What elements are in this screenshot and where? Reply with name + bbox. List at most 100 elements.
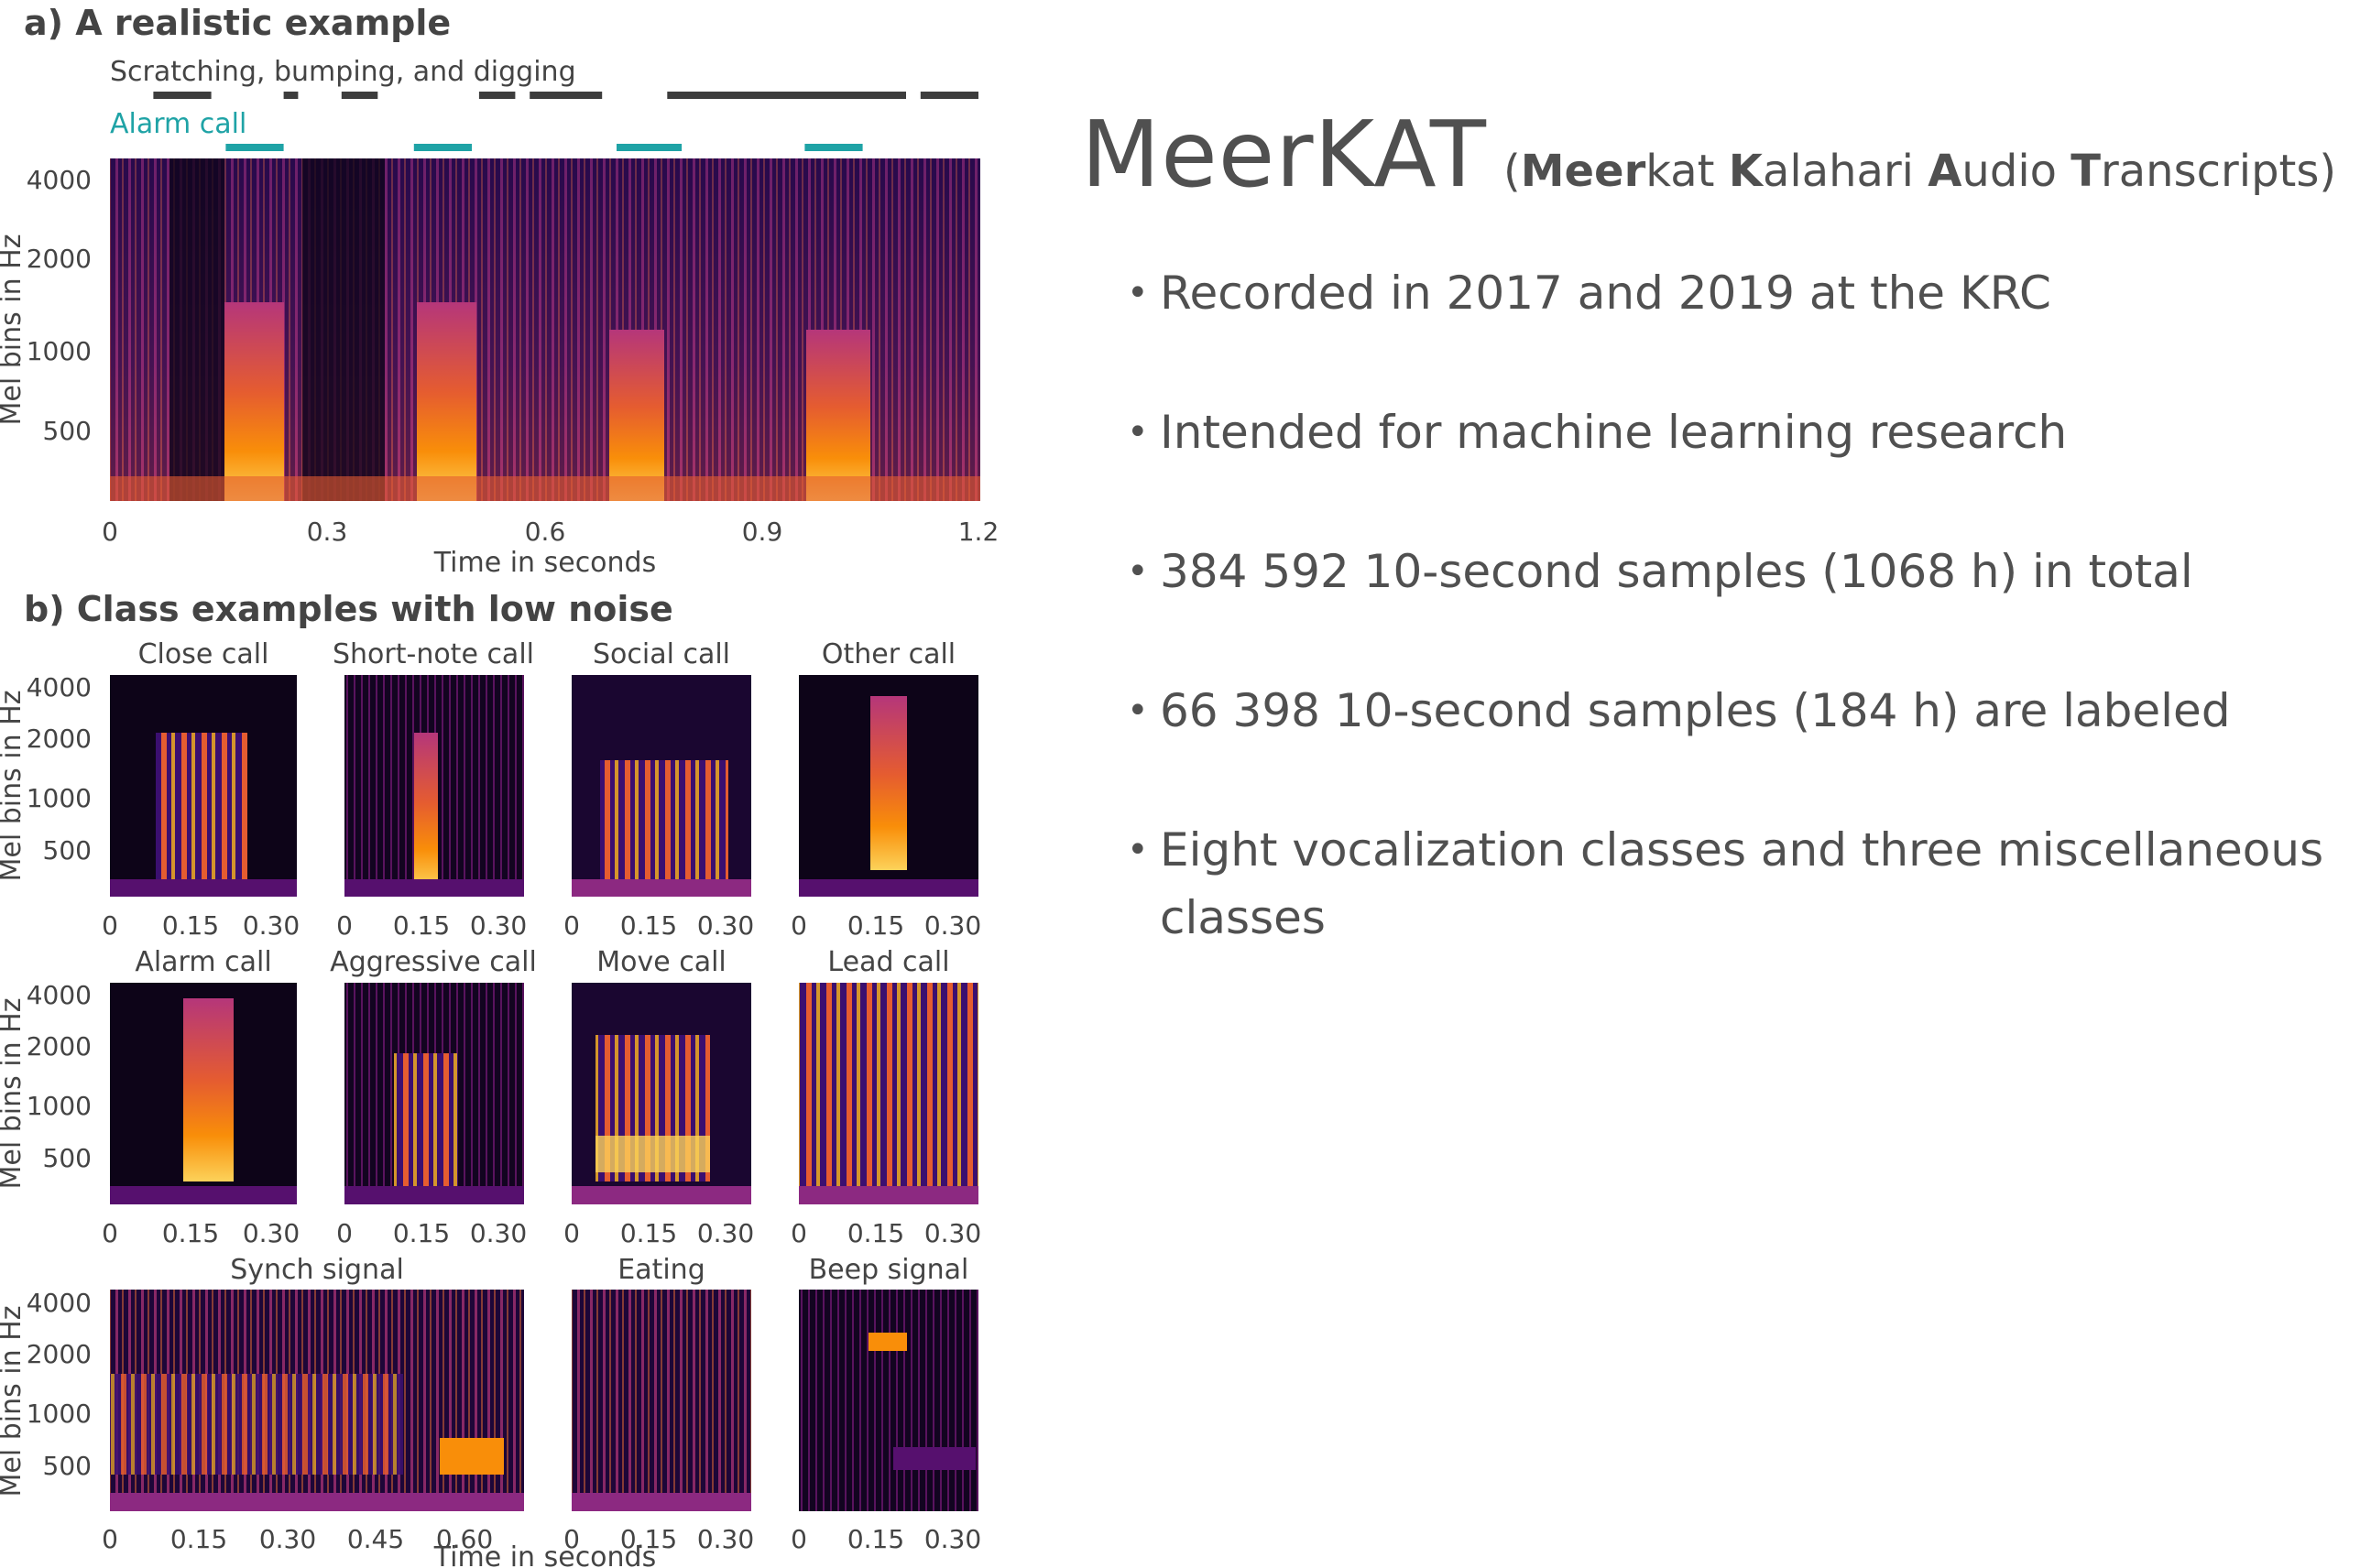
x-tick: 0.30	[470, 1218, 527, 1248]
x-tick: 0.30	[470, 910, 527, 941]
dataset-title: MeerKAT (Meerkat Kalahari Audio Transcrip…	[1081, 101, 2345, 208]
y-axis-label-row-1: Mel bins in Hz	[0, 691, 27, 882]
x-tick: 0	[563, 1524, 580, 1554]
annotation-segment	[920, 92, 978, 99]
subplot-title: Other call	[822, 638, 956, 670]
x-tick: 0.30	[924, 910, 981, 941]
bullet-list: Recorded in 2017 and 2019 at the KRC Int…	[1081, 259, 2345, 952]
bullet-item: Intended for machine learning research	[1127, 398, 2351, 466]
dataset-name: MeerKAT	[1081, 101, 1487, 208]
subplot-title: Beep signal	[809, 1254, 969, 1286]
spectrogram-close-call	[110, 675, 297, 897]
subplot-title: Close call	[138, 638, 269, 670]
spectrogram-lead-call	[799, 983, 978, 1204]
x-tick: 0	[102, 517, 118, 547]
row-3: Synch signal Eating Beep signal 4000 200	[0, 1254, 981, 1568]
annotation-segment	[530, 92, 603, 99]
annotation-segment	[804, 144, 863, 151]
x-tick: 0.15	[162, 910, 219, 941]
x-tick: 0.15	[620, 1524, 677, 1554]
x-tick: 0	[563, 910, 580, 941]
y-tick: 500	[43, 416, 92, 446]
x-tick: 0.30	[259, 1524, 316, 1554]
y-ticks-row-3: 4000 2000 1000 500	[27, 1288, 92, 1481]
subplot-title: Move call	[596, 946, 727, 978]
expansion-bold: T	[2070, 146, 2102, 197]
spectrogram-synch-signal	[110, 1290, 524, 1511]
expansion-rest: udio	[1961, 146, 2071, 197]
spectrogram-alarm-call	[110, 983, 297, 1204]
x-axis-label-a: Time in seconds	[433, 547, 656, 579]
x-ticks-row-1: 0 0.15 0.30 0 0.15 0.30 0 0.15 0.30 0 0.…	[102, 910, 981, 941]
annotation-segment	[225, 144, 284, 151]
subplot-title: Eating	[617, 1254, 705, 1286]
x-tick: 0.30	[243, 1218, 300, 1248]
expansion-bold: K	[1728, 146, 1763, 197]
annotation-segment	[283, 92, 299, 99]
x-tick: 0	[102, 1218, 118, 1248]
y-tick: 2000	[27, 244, 92, 274]
annotation-label-alarm: Alarm call	[110, 108, 246, 140]
panel-a-title: a) A realistic example	[24, 3, 451, 43]
annotation-label-scratching: Scratching, bumping, and digging	[110, 56, 576, 88]
x-tick: 0	[336, 1218, 353, 1248]
panel-b: b) Class examples with low noise Close c…	[0, 589, 981, 1568]
y-tick: 4000	[27, 1288, 92, 1318]
x-tick: 0.30	[697, 1524, 754, 1554]
x-tick: 0.30	[697, 1218, 754, 1248]
y-tick: 500	[43, 1451, 92, 1481]
y-tick: 1000	[27, 336, 92, 366]
y-tick: 1000	[27, 1399, 92, 1429]
y-tick: 2000	[27, 724, 92, 754]
annotation-segment	[478, 92, 516, 99]
x-tick: 0	[336, 910, 353, 941]
panel-b-title: b) Class examples with low noise	[24, 589, 673, 629]
subplot-title: Lead call	[827, 946, 949, 978]
spectrogram-other-call	[799, 675, 978, 897]
y-tick: 4000	[27, 672, 92, 702]
expansion-bold: A	[1928, 146, 1962, 197]
y-ticks-a: 4000 2000 1000 500	[27, 165, 92, 446]
annotation-segment	[341, 92, 378, 99]
y-axis-label-a: Mel bins in Hz	[0, 234, 27, 426]
x-tick: 0.30	[243, 910, 300, 941]
y-tick: 1000	[27, 783, 92, 813]
x-tick: 0.6	[525, 517, 566, 547]
scratching-segments	[153, 92, 978, 99]
x-tick: 0.15	[620, 910, 677, 941]
y-ticks-row-2: 4000 2000 1000 500	[27, 980, 92, 1173]
x-tick: 0.45	[347, 1524, 404, 1554]
y-ticks-row-1: 4000 2000 1000 500	[27, 672, 92, 866]
subplot-title: Aggressive call	[330, 946, 537, 978]
y-tick: 4000	[27, 980, 92, 1010]
subplot-title: Short-note call	[333, 638, 534, 670]
x-ticks-row-3: 0 0.15 0.30 0.45 0.60 0 0.15 0.30 0 0.15…	[102, 1524, 981, 1554]
x-tick: 0.15	[620, 1218, 677, 1248]
x-tick: 0.15	[170, 1524, 227, 1554]
x-tick: 0	[102, 1524, 118, 1554]
x-tick: 0.60	[436, 1524, 493, 1554]
x-tick: 0.15	[393, 910, 450, 941]
expansion-bold: Meer	[1520, 146, 1646, 197]
x-tick: 0.3	[307, 517, 348, 547]
x-tick: 0.30	[697, 910, 754, 941]
x-tick: 0.30	[924, 1524, 981, 1554]
expansion-open: (	[1503, 146, 1521, 197]
x-tick: 0.15	[393, 1218, 450, 1248]
y-tick: 500	[43, 1143, 92, 1173]
x-ticks-row-2: 0 0.15 0.30 0 0.15 0.30 0 0.15 0.30 0 0.…	[102, 1218, 981, 1248]
spectrogram-social-call	[572, 675, 751, 897]
x-tick: 0	[791, 910, 807, 941]
x-tick: 0.15	[847, 1218, 904, 1248]
x-tick: 1.2	[958, 517, 1000, 547]
x-tick: 0.9	[742, 517, 783, 547]
bullet-item: 66 398 10-second samples (184 h) are lab…	[1127, 677, 2351, 745]
x-tick: 0.15	[847, 910, 904, 941]
x-tick: 0.15	[162, 1218, 219, 1248]
spectrogram-short-note-call	[344, 675, 524, 897]
x-tick: 0.30	[924, 1218, 981, 1248]
subplot-title: Alarm call	[135, 946, 271, 978]
spectrogram-eating	[572, 1290, 751, 1511]
annotation-segment	[667, 92, 906, 99]
panel-a: a) A realistic example Scratching, bumpi…	[0, 3, 999, 579]
